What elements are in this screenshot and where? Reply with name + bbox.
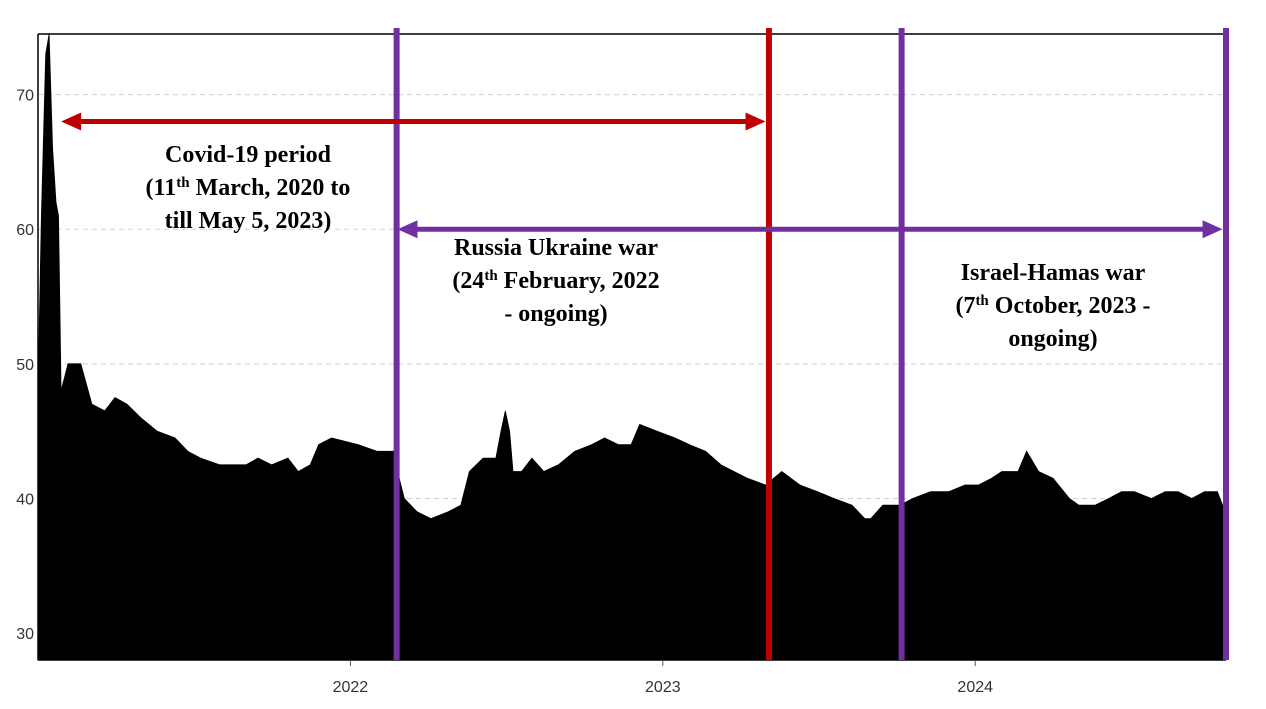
arrow-head-left — [397, 220, 418, 239]
annotation-segment: March, 2020 to — [190, 175, 351, 201]
arrow-head-right — [745, 112, 766, 131]
annotation-segment: till May 5, 2023) — [165, 208, 332, 234]
arrow-head-right — [1202, 220, 1223, 239]
annotation-text: Covid-19 period (11th March, 2020 to till … — [146, 142, 351, 234]
arrow-head-left — [61, 112, 82, 131]
x-tick-label: 2022 — [333, 679, 369, 696]
annotation-segment: February, 2022 — [498, 268, 660, 294]
annotation-segment: - ongoing) — [504, 301, 607, 327]
annotation-segment: th — [484, 268, 498, 284]
annotation-segment: Covid-19 period — [165, 142, 332, 168]
series-area — [37, 33, 1223, 661]
x-tick-label: 2024 — [957, 679, 993, 696]
x-tick-label: 2023 — [645, 679, 681, 696]
period-arrow — [397, 220, 1223, 239]
annotation-segment: ongoing) — [1008, 326, 1097, 352]
annotation-segment: October, 2023 - — [989, 293, 1151, 319]
annotation-segment: Israel-Hamas war — [961, 260, 1146, 286]
annotation-segment: th — [176, 175, 190, 191]
y-tick-label: 60 — [16, 222, 34, 239]
y-tick-label: 40 — [16, 491, 34, 508]
annotation-segment: (7 — [955, 293, 975, 319]
period-arrow — [61, 112, 766, 131]
annotation-segment: (24 — [452, 268, 484, 294]
annotation-segment: Russia Ukraine war — [454, 235, 658, 261]
annotation-text: Russia Ukraine war (24th February, 2022 - … — [452, 235, 659, 327]
y-tick-label: 30 — [16, 626, 34, 643]
y-tick-label: 50 — [16, 357, 34, 374]
y-tick-label: 70 — [16, 88, 34, 105]
annotation-segment: th — [975, 293, 989, 309]
annotation-text: Israel-Hamas war (7th October, 2023 - ongo… — [955, 260, 1150, 352]
annotation-segment: (11 — [146, 175, 177, 201]
